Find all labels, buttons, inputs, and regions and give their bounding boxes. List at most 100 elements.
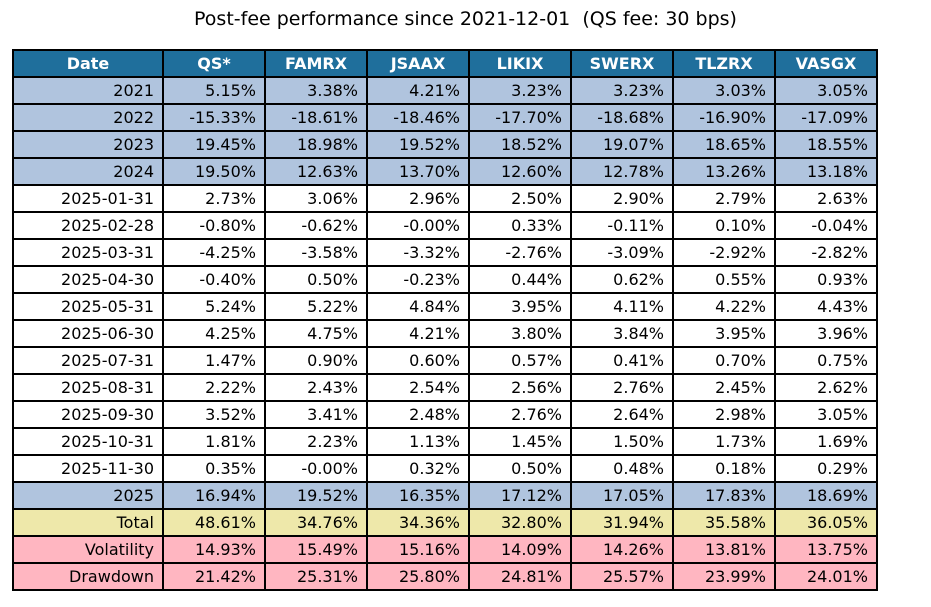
value-cell: -16.90% — [672, 103, 776, 132]
value-cell: 13.75% — [774, 535, 878, 564]
value-cell: 18.69% — [774, 481, 878, 510]
table-header: Date QS* FAMRX JSAAX LIKIX SWERX TLZRX VASGX — [12, 49, 878, 78]
row-label: Drawdown — [12, 562, 164, 591]
value-cell: -0.04% — [774, 211, 878, 240]
value-cell: 3.95% — [468, 292, 572, 321]
value-cell: 4.25% — [162, 319, 266, 348]
row-label: 2025-01-31 — [12, 184, 164, 213]
value-cell: 0.29% — [774, 454, 878, 483]
value-cell: 3.23% — [468, 76, 572, 105]
row-label: 2024 — [12, 157, 164, 186]
value-cell: -18.61% — [264, 103, 368, 132]
value-cell: 2.90% — [570, 184, 674, 213]
value-cell: -2.82% — [774, 238, 878, 267]
table-row: 2025-09-30 3.52% 3.41% 2.48% 2.76% 2.64% 2.98%… — [12, 400, 878, 429]
value-cell: 15.16% — [366, 535, 470, 564]
row-label: 2025-07-31 — [12, 346, 164, 375]
value-cell: -0.00% — [264, 454, 368, 483]
value-cell: 0.50% — [264, 265, 368, 294]
row-label: 2025-03-31 — [12, 238, 164, 267]
value-cell: 2.50% — [468, 184, 572, 213]
value-cell: 2.76% — [468, 400, 572, 429]
column-header-jsaax: JSAAX — [366, 49, 470, 78]
value-cell: 35.58% — [672, 508, 776, 537]
table-row: 2025-11-30 0.35% -0.00% 0.32% 0.50% 0.48% 0.18… — [12, 454, 878, 483]
value-cell: 1.50% — [570, 427, 674, 456]
value-cell: 12.60% — [468, 157, 572, 186]
table-row: 2022 -15.33% -18.61% -18.46% -17.70% -18.68% -… — [12, 103, 878, 132]
column-header-tlzrx: TLZRX — [672, 49, 776, 78]
value-cell: 19.50% — [162, 157, 266, 186]
value-cell: 13.81% — [672, 535, 776, 564]
value-cell: -15.33% — [162, 103, 266, 132]
value-cell: -0.40% — [162, 265, 266, 294]
value-cell: 34.76% — [264, 508, 368, 537]
value-cell: 0.93% — [774, 265, 878, 294]
value-cell: 1.13% — [366, 427, 470, 456]
value-cell: 34.36% — [366, 508, 470, 537]
value-cell: 19.52% — [366, 130, 470, 159]
value-cell: 19.45% — [162, 130, 266, 159]
page-title: Post-fee performance since 2021-12-01 (Q… — [194, 8, 737, 30]
value-cell: -3.09% — [570, 238, 674, 267]
column-header-famrx: FAMRX — [264, 49, 368, 78]
value-cell: 0.18% — [672, 454, 776, 483]
table-row: 2025-05-31 5.24% 5.22% 4.84% 3.95% 4.11% 4.22%… — [12, 292, 878, 321]
value-cell: 5.22% — [264, 292, 368, 321]
row-label: 2023 — [12, 130, 164, 159]
column-header-qs: QS* — [162, 49, 266, 78]
table-row: 2025-06-30 4.25% 4.75% 4.21% 3.80% 3.84% 3.95%… — [12, 319, 878, 348]
value-cell: 0.75% — [774, 346, 878, 375]
value-cell: 0.90% — [264, 346, 368, 375]
row-label: 2025-08-31 — [12, 373, 164, 402]
value-cell: 12.63% — [264, 157, 368, 186]
value-cell: 0.70% — [672, 346, 776, 375]
table-row: Volatility 14.93% 15.49% 15.16% 14.09% 14.26%… — [12, 535, 878, 564]
value-cell: 25.31% — [264, 562, 368, 591]
row-label: 2021 — [12, 76, 164, 105]
row-label: 2025-09-30 — [12, 400, 164, 429]
value-cell: 14.09% — [468, 535, 572, 564]
value-cell: 1.73% — [672, 427, 776, 456]
value-cell: 0.35% — [162, 454, 266, 483]
value-cell: -0.62% — [264, 211, 368, 240]
row-label: 2025-04-30 — [12, 265, 164, 294]
value-cell: 2.22% — [162, 373, 266, 402]
value-cell: 0.33% — [468, 211, 572, 240]
table-row: 2025-08-31 2.22% 2.43% 2.54% 2.56% 2.76% 2.45%… — [12, 373, 878, 402]
value-cell: 32.80% — [468, 508, 572, 537]
table-row: Drawdown 21.42% 25.31% 25.80% 24.81% 25.57% 23… — [12, 562, 878, 591]
column-header-vasgx: VASGX — [774, 49, 878, 78]
value-cell: 4.43% — [774, 292, 878, 321]
value-cell: 4.22% — [672, 292, 776, 321]
table-row: 2023 19.45% 18.98% 19.52% 18.52% 19.07% 18.65%… — [12, 130, 878, 159]
table-row: Total 48.61% 34.76% 34.36% 32.80% 31.94% 35.58… — [12, 508, 878, 537]
value-cell: -0.80% — [162, 211, 266, 240]
value-cell: 3.03% — [672, 76, 776, 105]
table-body: 2021 5.15% 3.38% 4.21% 3.23% 3.23% 3.03% 3.05% 2… — [12, 76, 878, 591]
value-cell: 1.81% — [162, 427, 266, 456]
value-cell: 3.05% — [774, 400, 878, 429]
value-cell: 17.83% — [672, 481, 776, 510]
value-cell: 3.52% — [162, 400, 266, 429]
value-cell: 2.96% — [366, 184, 470, 213]
value-cell: -2.92% — [672, 238, 776, 267]
row-label: Volatility — [12, 535, 164, 564]
value-cell: -4.25% — [162, 238, 266, 267]
value-cell: 13.70% — [366, 157, 470, 186]
value-cell: 2.56% — [468, 373, 572, 402]
value-cell: -3.58% — [264, 238, 368, 267]
value-cell: 3.96% — [774, 319, 878, 348]
value-cell: 4.75% — [264, 319, 368, 348]
value-cell: 48.61% — [162, 508, 266, 537]
row-label: 2025-11-30 — [12, 454, 164, 483]
table-row: 2025-02-28 -0.80% -0.62% -0.00% 0.33% -0.11% 0… — [12, 211, 878, 240]
value-cell: -17.70% — [468, 103, 572, 132]
table-row: 2025-10-31 1.81% 2.23% 1.13% 1.45% 1.50% 1.73%… — [12, 427, 878, 456]
column-header-swerx: SWERX — [570, 49, 674, 78]
value-cell: 3.41% — [264, 400, 368, 429]
value-cell: 19.07% — [570, 130, 674, 159]
value-cell: 17.12% — [468, 481, 572, 510]
value-cell: 31.94% — [570, 508, 674, 537]
